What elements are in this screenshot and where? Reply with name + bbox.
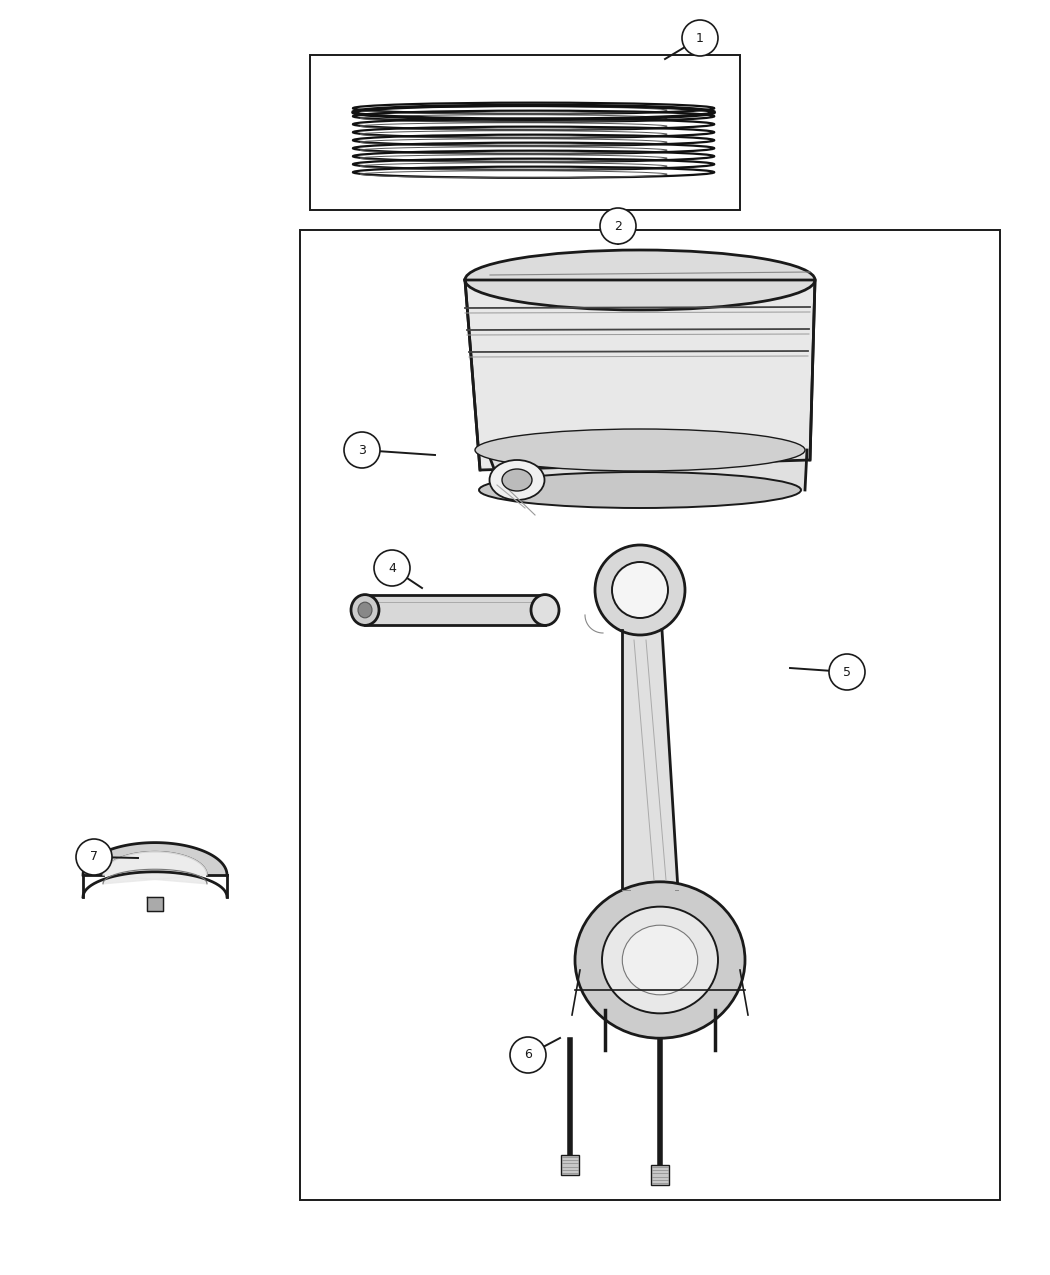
Ellipse shape	[479, 472, 801, 507]
Bar	[310, 55, 740, 210]
Circle shape	[682, 20, 718, 56]
Circle shape	[600, 208, 636, 244]
Ellipse shape	[358, 602, 372, 618]
Text: 4: 4	[388, 561, 396, 575]
Polygon shape	[103, 852, 207, 884]
Text: 2: 2	[614, 219, 622, 232]
Ellipse shape	[465, 250, 815, 310]
Polygon shape	[465, 280, 815, 470]
Text: 3: 3	[358, 444, 366, 456]
Bar	[561, 1155, 579, 1176]
Circle shape	[510, 1037, 546, 1074]
Ellipse shape	[612, 562, 668, 618]
Bar	[300, 230, 1000, 1200]
Text: 6: 6	[524, 1048, 532, 1062]
Ellipse shape	[623, 926, 697, 994]
Circle shape	[374, 550, 410, 586]
Circle shape	[830, 654, 865, 690]
Ellipse shape	[351, 594, 379, 626]
Ellipse shape	[602, 907, 718, 1014]
Text: 1: 1	[696, 32, 704, 45]
Ellipse shape	[531, 594, 559, 626]
Ellipse shape	[595, 544, 685, 635]
Circle shape	[344, 432, 380, 468]
Polygon shape	[487, 450, 807, 490]
Polygon shape	[83, 843, 227, 875]
Polygon shape	[622, 630, 678, 890]
Text: 7: 7	[90, 850, 98, 863]
Circle shape	[76, 839, 112, 875]
Ellipse shape	[475, 428, 805, 470]
Bar	[651, 1165, 669, 1184]
Ellipse shape	[502, 469, 532, 491]
Polygon shape	[147, 898, 163, 912]
Text: 5: 5	[843, 666, 851, 678]
Polygon shape	[365, 594, 545, 626]
Ellipse shape	[489, 460, 545, 500]
Ellipse shape	[575, 882, 746, 1038]
